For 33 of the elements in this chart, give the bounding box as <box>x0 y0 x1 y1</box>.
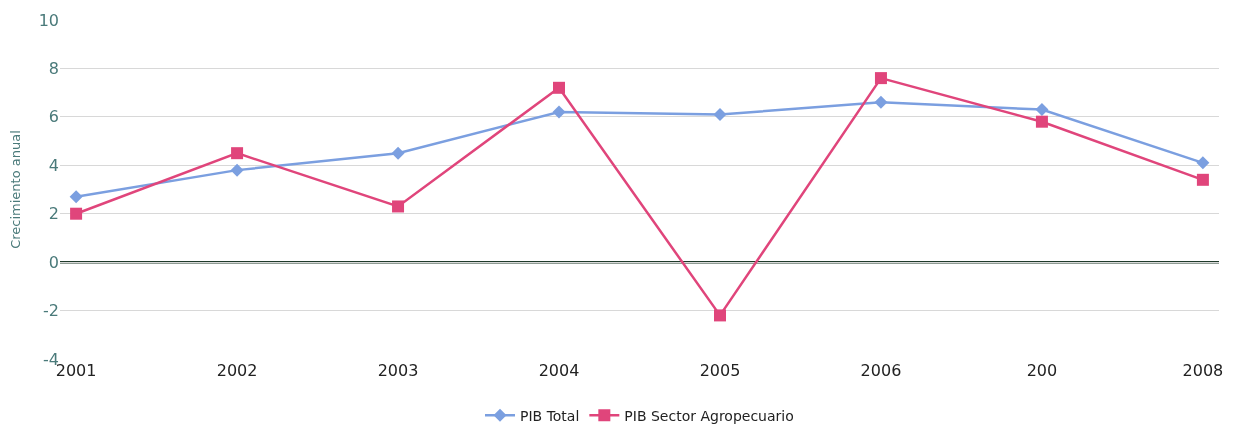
point <box>552 105 566 119</box>
x-tick-label: 2002 <box>216 361 258 380</box>
x-tick-label: 2004 <box>538 361 580 380</box>
point <box>874 72 887 85</box>
point <box>1196 156 1210 170</box>
legend-label: PIB Sector Agropecuario <box>624 407 794 424</box>
legend-label: PIB Total <box>520 407 580 424</box>
y-tick-label: 2 <box>48 204 59 224</box>
y-tick-label: 8 <box>48 59 59 79</box>
x-tick-label: 200 <box>1026 361 1058 380</box>
point <box>1196 173 1209 186</box>
point <box>713 107 727 121</box>
y-tick-label: 10 <box>38 10 59 30</box>
point <box>1035 103 1049 117</box>
y-tick-label: -2 <box>43 301 59 321</box>
point <box>1035 115 1048 128</box>
point <box>391 146 405 160</box>
point <box>392 200 405 213</box>
x-tick-label: 2003 <box>377 361 419 380</box>
point <box>713 309 726 322</box>
y-tick-label: 4 <box>48 155 59 175</box>
x-tick-label: 2008 <box>1182 361 1224 380</box>
point <box>553 81 566 94</box>
y-axis-title: Crecimiento anual <box>7 130 23 249</box>
point <box>69 190 83 204</box>
x-tick-label: 2006 <box>860 361 902 380</box>
y-tick-label: 6 <box>48 107 59 127</box>
point <box>874 95 888 109</box>
point <box>231 147 244 160</box>
point <box>230 163 244 177</box>
y-tick-label: 0 <box>48 252 59 272</box>
point <box>70 207 83 220</box>
x-tick-label: 2005 <box>699 361 741 380</box>
